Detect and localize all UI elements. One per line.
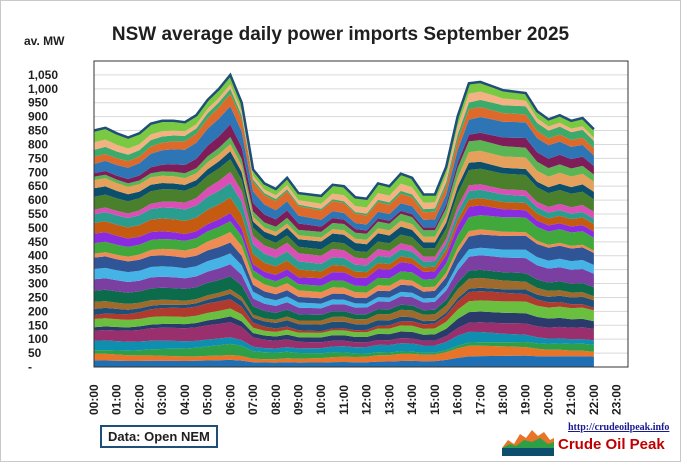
y-tick-label: 900 (28, 110, 48, 124)
y-tick-label: 400 (28, 249, 48, 263)
x-tick-label: 18:00 (496, 384, 510, 415)
y-tick-label: 600 (28, 193, 48, 207)
y-tick-label: 100 (28, 332, 48, 346)
x-tick-label: 23:00 (610, 384, 624, 415)
area-series-day-4 (94, 331, 594, 354)
x-tick-label: 00:00 (87, 384, 101, 415)
x-tick-label: 13:00 (382, 384, 396, 415)
y-tick-label: 1,050 (28, 68, 58, 82)
area-series-day-2 (94, 345, 594, 363)
area-series-day-18 (94, 197, 594, 279)
area-series-day-6 (94, 311, 594, 343)
area-series-day-13 (94, 247, 594, 309)
x-tick-label: 15:00 (428, 384, 442, 415)
area-series-day-10 (94, 277, 594, 325)
area-series-day-9 (94, 287, 594, 332)
area-series-day-1 (94, 355, 594, 367)
x-tick-label: 12:00 (360, 384, 374, 415)
y-tick-label: 500 (28, 221, 48, 235)
area-series-day-7 (94, 300, 594, 338)
y-tick-label: 800 (28, 137, 48, 151)
y-tick-label: 50 (28, 346, 42, 360)
area-series-day-5 (94, 322, 594, 349)
area-series-day-3 (94, 342, 594, 360)
y-tick-label: 950 (28, 96, 48, 110)
y-tick-label: 700 (28, 165, 48, 179)
x-tick-label: 19:00 (519, 384, 533, 415)
chart-title: NSW average daily power imports Septembe… (111, 24, 570, 45)
brand-url-link[interactable]: http://crudeoilpeak.info (568, 422, 670, 433)
y-axis-ticks: -501001502002503003504004505005506006507… (28, 68, 58, 374)
crude-oil-peak-logo: http://crudeoilpeak.info Crude Oil Peak (500, 418, 670, 458)
y-tick-label: 150 (28, 318, 48, 332)
area-series-day-14 (94, 234, 594, 304)
plot-border (93, 60, 629, 368)
x-tick-label: 21:00 (564, 384, 578, 415)
plot-area (93, 60, 629, 368)
x-tick-label: 16:00 (451, 384, 465, 415)
x-tick-label: 09:00 (292, 384, 306, 415)
x-tick-label: 07:00 (246, 384, 260, 415)
x-tick-label: 04:00 (178, 384, 192, 415)
area-series-day-11 (94, 269, 594, 321)
y-tick-label: 650 (28, 179, 48, 193)
x-tick-label: 22:00 (587, 384, 601, 415)
x-tick-label: 01:00 (110, 384, 124, 415)
y-tick-label: 850 (28, 124, 48, 138)
x-axis-ticks: 00:00 01:00 02:00 03:00 04:00 05:00 06:00 07:00… (87, 384, 624, 415)
area-series-day-17 (94, 205, 594, 286)
y-tick-label: 750 (28, 151, 48, 165)
total-outline (93, 72, 595, 201)
area-series-day-15 (94, 229, 594, 299)
y-tick-label: 300 (28, 277, 48, 291)
y-axis-unit-label: av. MW (24, 34, 65, 48)
x-tick-label: 17:00 (473, 384, 487, 415)
y-tick-label: 250 (28, 290, 48, 304)
y-tick-label: 1,000 (28, 82, 58, 96)
area-series-day-21 (94, 159, 594, 259)
y-tick-label: - (28, 360, 32, 374)
area-series-day-16 (94, 215, 594, 293)
data-source-label: Data: Open NEM (100, 425, 218, 448)
y-tick-label: 550 (28, 207, 48, 221)
y-tick-label: 200 (28, 304, 48, 318)
x-tick-label: 08:00 (269, 384, 283, 415)
x-tick-label: 06:00 (223, 384, 237, 415)
x-tick-label: 20:00 (541, 384, 555, 415)
x-tick-label: 02:00 (132, 384, 146, 415)
area-series-day-12 (94, 255, 594, 315)
y-tick-label: 350 (28, 263, 48, 277)
x-tick-label: 10:00 (314, 384, 328, 415)
area-series-day-8 (94, 291, 594, 333)
x-tick-label: 11:00 (337, 385, 351, 415)
x-tick-label: 05:00 (201, 384, 215, 415)
oil-peak-chart-icon (502, 430, 554, 456)
x-tick-label: 14:00 (405, 384, 419, 415)
brand-name: Crude Oil Peak (558, 436, 665, 453)
y-tick-label: 450 (28, 235, 48, 249)
x-tick-label: 03:00 (155, 384, 169, 415)
